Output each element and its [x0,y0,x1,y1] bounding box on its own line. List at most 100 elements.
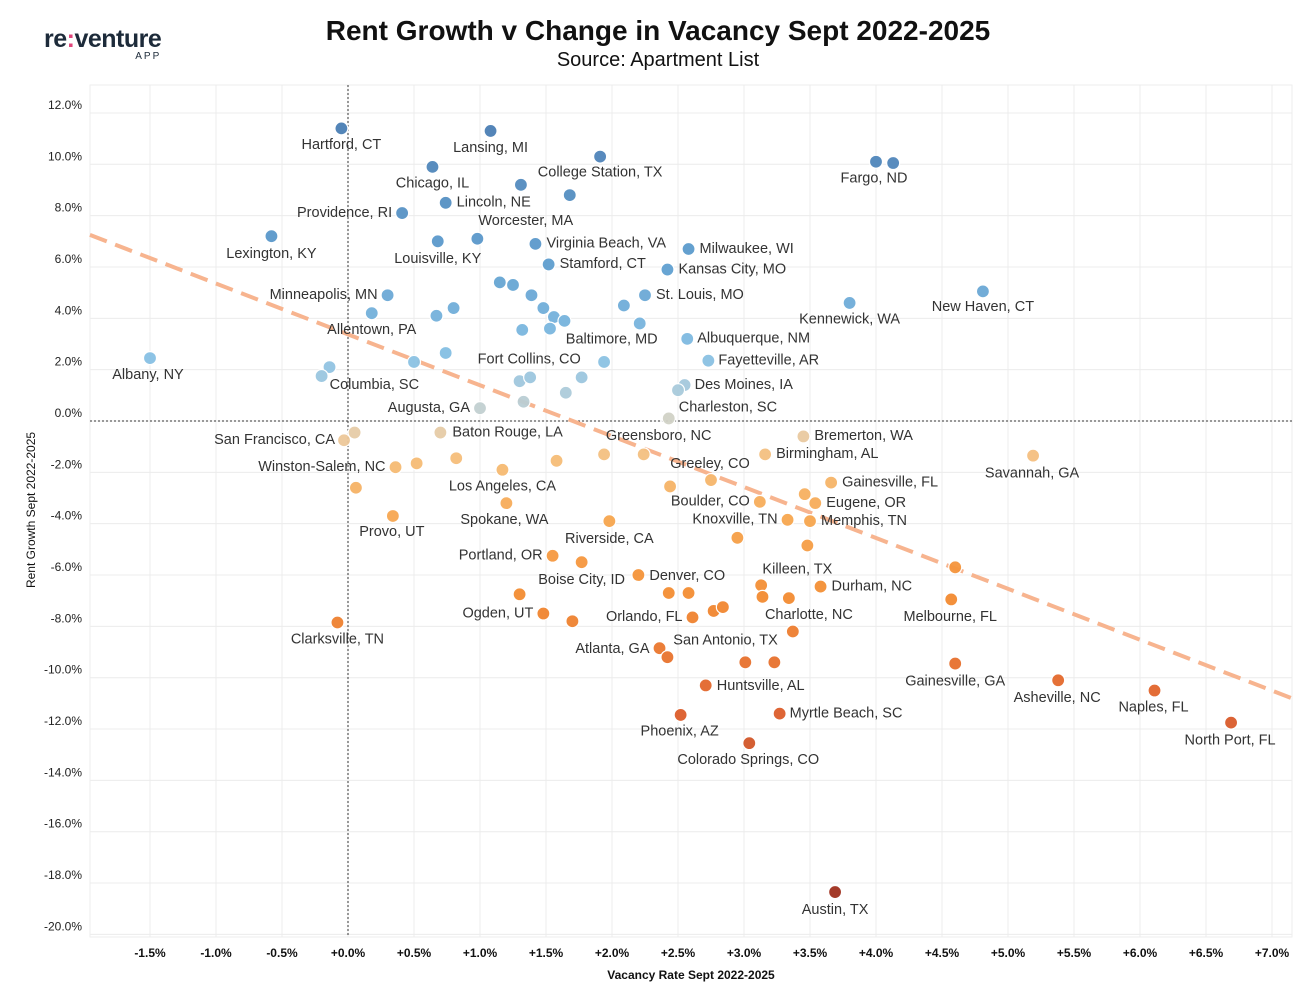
point-label: Portland, OR [459,548,543,564]
point-label: Columbia, SC [330,377,419,393]
data-point [662,479,678,494]
data-point [322,359,337,375]
x-tick-label: +6.5% [1189,946,1224,960]
point-label: New Haven, CT [932,299,1034,315]
point-label: Minneapolis, MN [270,287,378,303]
x-tick-label: +7.0% [1255,946,1290,960]
point-label: Allentown, PA [327,322,417,338]
data-point [536,300,551,316]
point-label: Savannah, GA [985,465,1080,481]
y-tick-label: -20.0% [44,919,82,933]
point-label: Denver, CO [649,568,725,584]
point-label: Fayetteville, AR [718,353,819,369]
data-point [698,678,713,693]
y-tick-label: -6.0% [51,560,83,574]
point-label: Killeen, TX [762,561,832,577]
x-tick-label: +0.5% [397,946,432,960]
data-point [886,155,901,171]
data-point [1223,715,1239,730]
point-label: Durham, NC [832,578,913,594]
data-point [842,295,857,311]
logo-wordmark: re:venture [44,26,162,52]
point-label: Kansas City, MO [678,261,786,277]
x-tick-label: +3.5% [793,946,828,960]
data-point [536,606,551,621]
data-point [596,354,612,370]
data-point [385,508,400,524]
plot-frame [89,84,1293,938]
data-point [348,480,364,495]
data-point [264,229,279,244]
point-label: Virginia Beach, VA [546,236,666,252]
data-point [636,447,651,462]
x-tick-label: +4.5% [925,946,960,960]
data-point [541,257,556,272]
x-tick-label: +2.0% [595,946,630,960]
data-point [767,655,782,670]
chart-subtitle: Source: Apartment List [556,49,760,71]
y-tick-label: 4.0% [55,303,83,317]
x-tick-label: -1.0% [200,946,232,960]
data-point [565,614,580,629]
point-label: Provo, UT [359,524,424,540]
data-point [542,321,558,336]
point-label: Charlotte, NC [765,607,853,623]
point-label: Baton Rouge, LA [452,424,563,440]
data-point [314,368,329,384]
y-tick-label: -14.0% [44,765,82,779]
data-point [380,288,395,303]
data-point [637,288,653,303]
data-point [523,370,538,385]
data-point [660,262,675,277]
point-label: Des Moines, IA [695,377,794,393]
data-point [797,487,812,502]
data-point [1051,673,1066,688]
zero-lines [90,85,1292,937]
data-point [785,624,800,639]
point-label: Asheville, NC [1014,690,1101,706]
point-label: Memphis, TN [821,513,907,529]
data-point [681,241,696,257]
point-label: Kennewick, WA [799,312,900,328]
point-label: St. Louis, MO [656,287,744,303]
data-point [673,707,688,723]
data-point [868,154,884,169]
x-tick-label: +4.0% [859,946,894,960]
x-tick-label: +1.5% [529,946,564,960]
point-label: Atlanta, GA [575,641,649,657]
x-axis-label: Vacancy Rate Sept 2022-2025 [607,968,775,982]
point-label: Lexington, KY [226,246,317,262]
data-point [430,234,445,249]
data-point [574,555,589,570]
point-label: Austin, TX [802,902,869,918]
data-point [616,298,631,313]
data-point [602,514,617,529]
y-tick-label: 10.0% [48,149,82,163]
data-point [780,512,795,527]
point-label: Augusta, GA [388,400,471,416]
data-point [472,401,488,416]
data-point [781,591,796,606]
x-tick-label: -0.5% [266,946,298,960]
point-label: Charleston, SC [679,399,777,415]
point-label: Spokane, WA [460,512,548,528]
point-label: Albuquerque, NM [697,331,810,347]
y-tick-label: -12.0% [44,714,82,728]
y-tick-label: -2.0% [51,457,83,471]
data-point [661,585,676,601]
point-label: Clarksville, TN [291,631,384,647]
point-label: Orlando, FL [606,609,683,625]
data-point [661,411,676,426]
y-tick-label: 8.0% [55,201,83,215]
data-point [449,451,464,466]
data-point [1147,683,1162,698]
data-point [808,496,823,511]
data-point [827,884,843,900]
data-point [701,353,716,368]
point-label: College Station, TX [538,164,663,180]
data-point [681,585,696,601]
data-point [433,425,448,440]
y-tick-label: -8.0% [51,611,83,625]
data-point [524,288,539,303]
data-point [409,456,424,471]
